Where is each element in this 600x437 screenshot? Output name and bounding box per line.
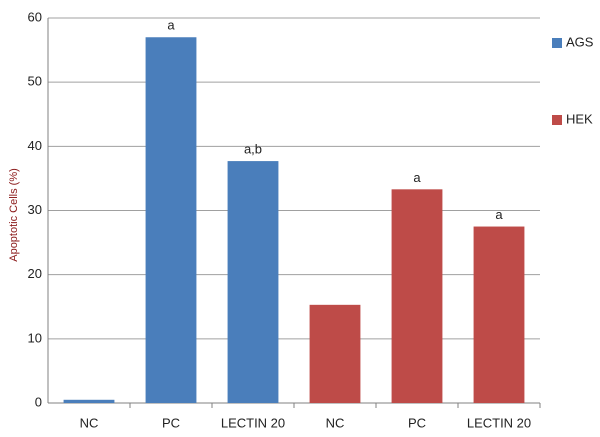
y-tick-label: 30: [28, 202, 42, 217]
annotation: a: [167, 18, 175, 33]
y-tick-label: 50: [28, 74, 42, 89]
y-tick-label: 0: [35, 394, 42, 409]
bar: [391, 189, 443, 403]
y-axis-label: Apoptotic Cells (%): [8, 168, 20, 262]
legend-swatch: [552, 38, 562, 48]
x-tick-label: PC: [408, 415, 426, 430]
y-tick-label: 20: [28, 266, 42, 281]
legend-swatch: [552, 115, 562, 125]
annotation: a,b: [244, 142, 262, 157]
bar: [473, 226, 525, 403]
annotation: a: [495, 207, 503, 222]
x-tick-label: NC: [80, 415, 99, 430]
bar: [227, 161, 279, 403]
annotation: a: [413, 170, 421, 185]
bar: [63, 399, 115, 403]
y-tick-label: 60: [28, 9, 42, 24]
bar: [309, 304, 361, 403]
x-tick-label: NC: [326, 415, 345, 430]
x-tick-label: LECTIN 20: [467, 415, 531, 430]
bar: [145, 37, 197, 403]
x-tick-label: LECTIN 20: [221, 415, 285, 430]
legend-label: HEK: [566, 111, 593, 126]
x-tick-label: PC: [162, 415, 180, 430]
y-tick-label: 10: [28, 330, 42, 345]
legend-label: AGS: [566, 34, 594, 49]
y-tick-label: 40: [28, 138, 42, 153]
